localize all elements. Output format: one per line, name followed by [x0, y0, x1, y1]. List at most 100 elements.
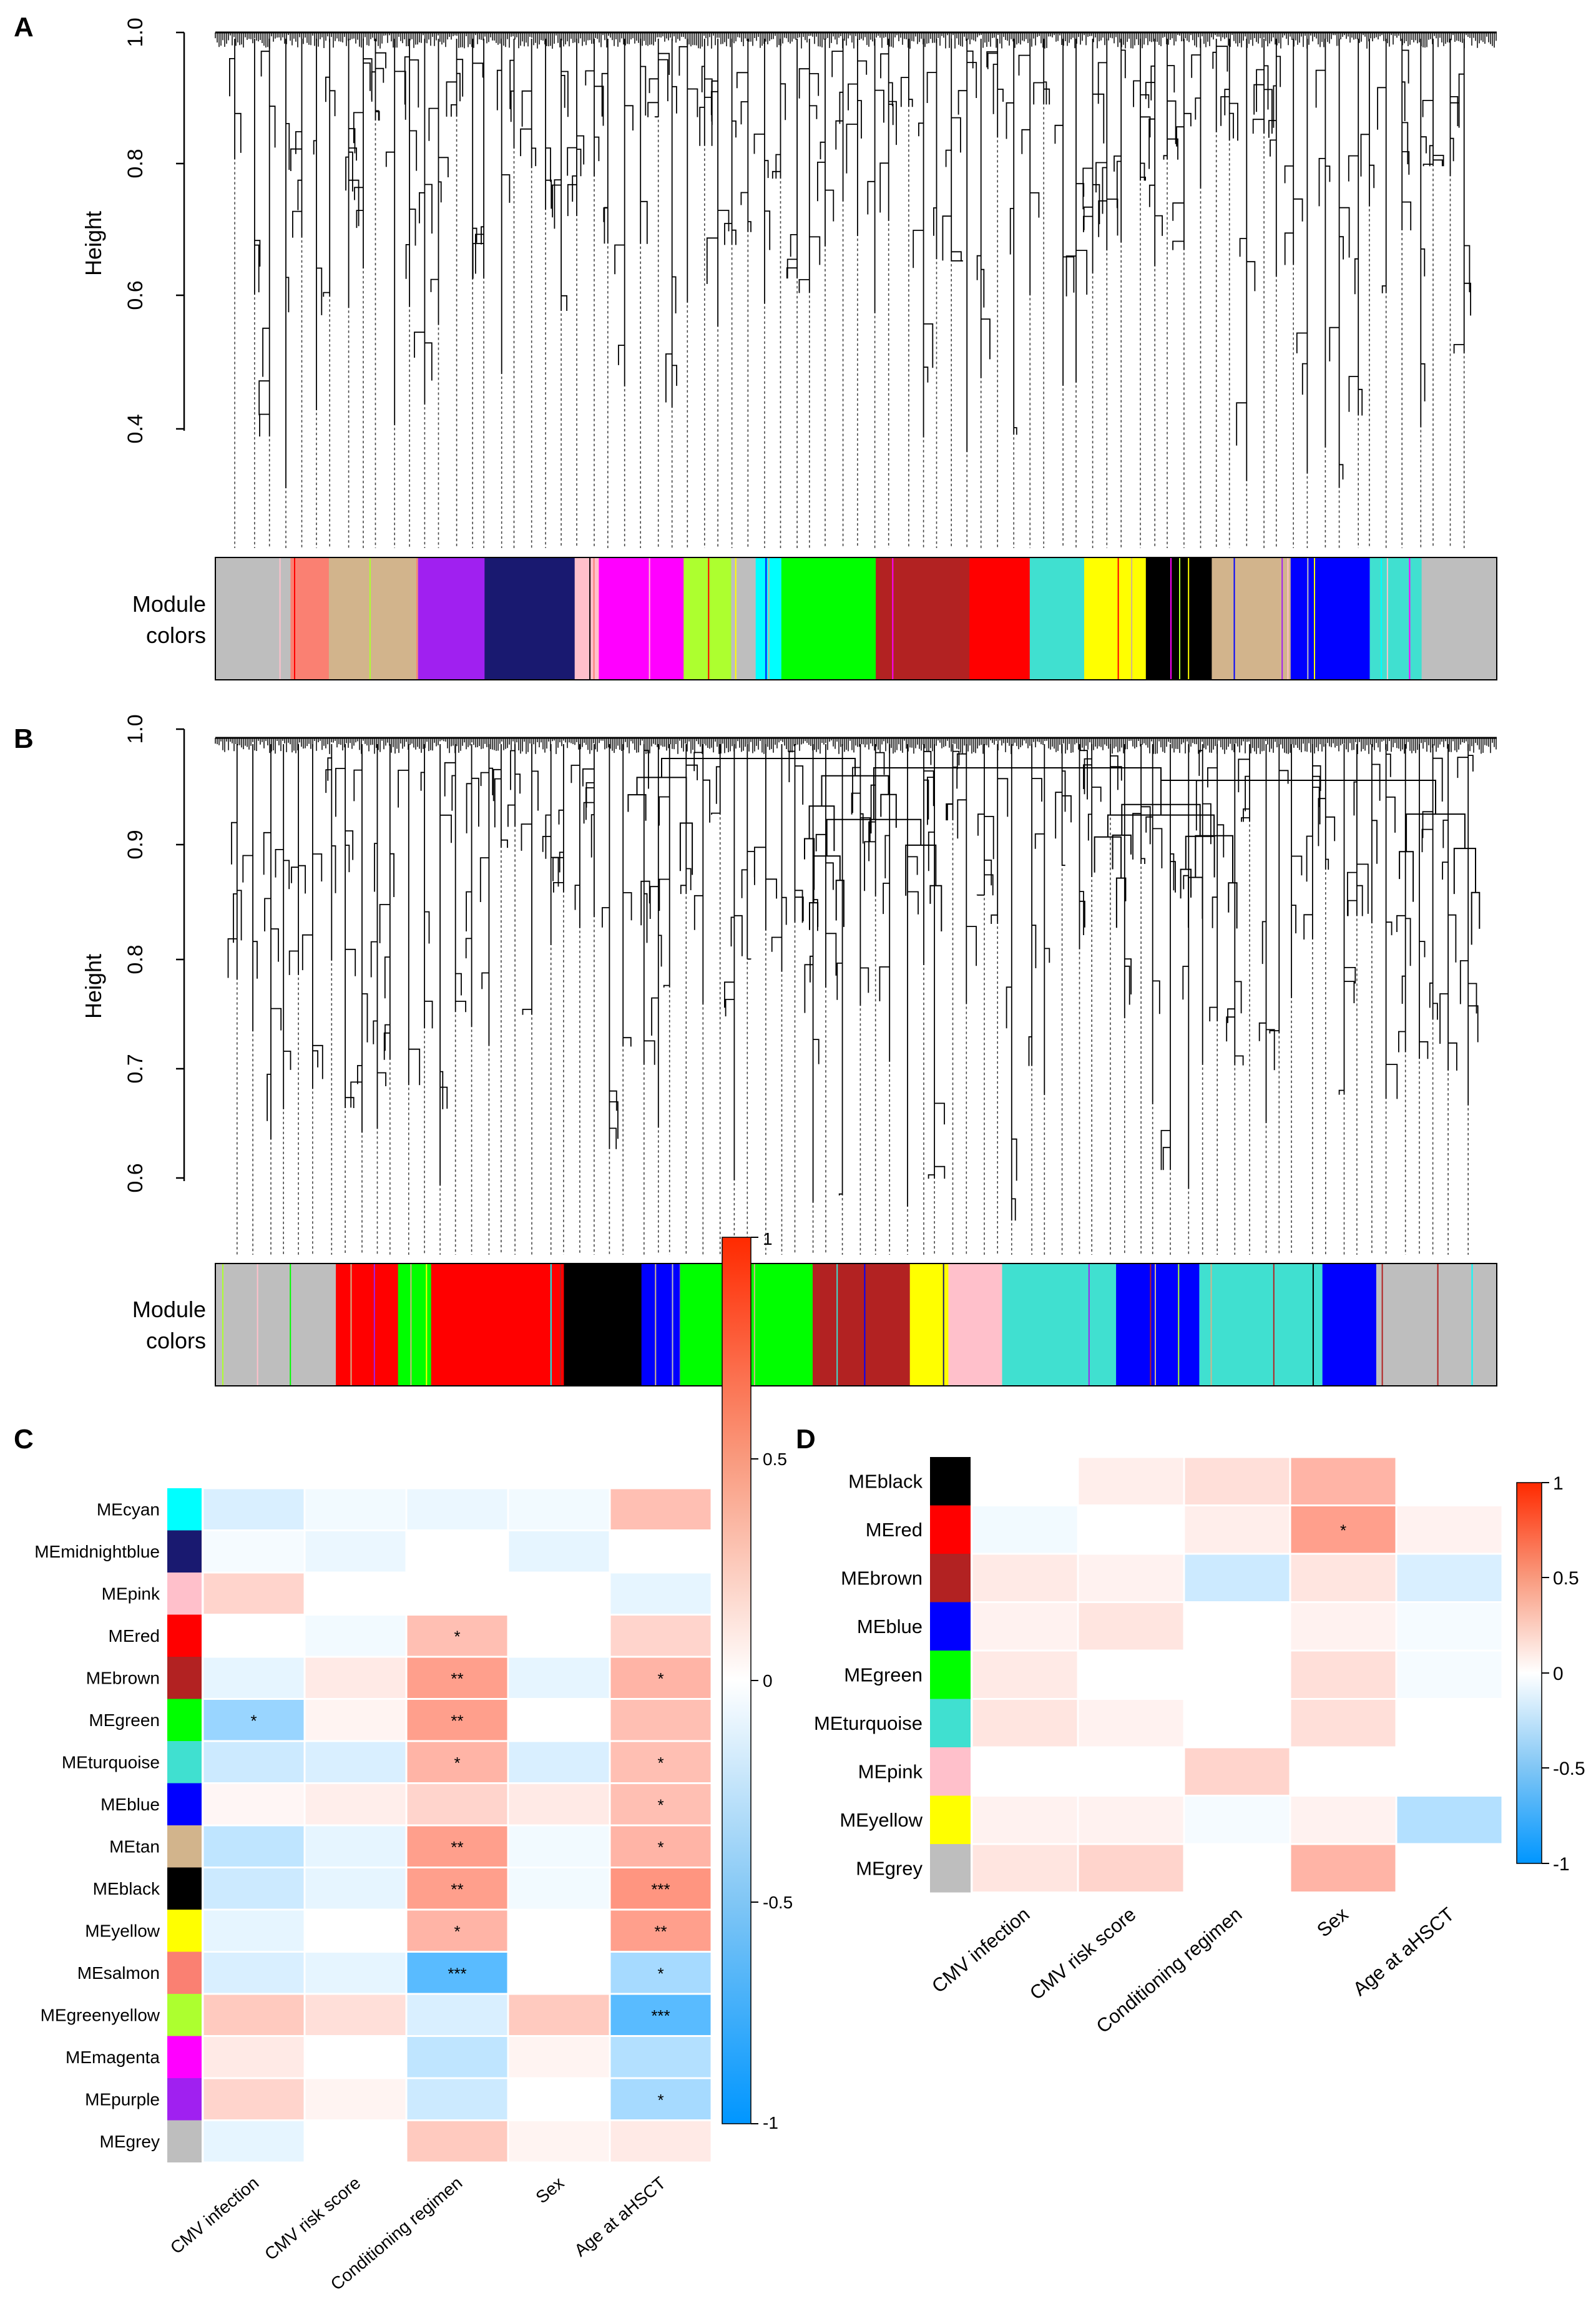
column-label: Sex — [532, 2173, 567, 2207]
heatmap-cell — [202, 1487, 306, 1531]
heatmap-cell — [971, 1843, 1079, 1893]
heatmap-cell — [303, 2077, 408, 2121]
row-label: MEpink — [102, 1584, 160, 1604]
dendrogram-fringe — [215, 738, 1497, 754]
module-color-stripe — [672, 1263, 673, 1386]
heatmap-cell — [507, 1908, 611, 1953]
heatmap-cell — [1077, 1843, 1185, 1893]
heatmap-cell — [1183, 1795, 1291, 1845]
module-color-stripe — [735, 557, 737, 680]
module-color-grey — [1421, 557, 1497, 680]
module-color-stripe — [868, 557, 870, 680]
column-label: Age at aHSCT — [570, 2173, 669, 2260]
row-color-swatch — [167, 2036, 202, 2078]
row-color-swatch — [930, 1602, 971, 1651]
legend-colorbar — [1516, 1482, 1542, 1864]
module-color-midnightblue — [484, 557, 575, 680]
heatmap-cell — [609, 1782, 713, 1827]
heatmap-cell — [202, 1571, 306, 1616]
module-color-turquoise — [1199, 1263, 1323, 1386]
heatmap-cell — [1183, 1843, 1291, 1893]
heatmap-cell — [971, 1504, 1079, 1555]
heatmap-cell — [971, 1601, 1079, 1652]
module-color-grey — [731, 557, 756, 680]
heatmap-cell — [1077, 1553, 1185, 1603]
significance-marker: ** — [451, 1711, 463, 1730]
row-label: MEpink — [858, 1761, 923, 1783]
heatmap-cell — [1289, 1843, 1398, 1893]
heatmap-cell — [405, 2035, 509, 2079]
heatmap-row-MEmidnightblue: MEmidnightblue — [34, 1529, 713, 1574]
heatmap-cell — [971, 1649, 1079, 1700]
heatmap-cell — [405, 1824, 509, 1868]
row-label: MEblack — [93, 1879, 160, 1898]
significance-marker: *** — [651, 2006, 670, 2025]
heatmap-cell — [971, 1553, 1079, 1603]
module-color-stripe — [559, 1263, 561, 1386]
heatmap-cell — [1289, 1456, 1398, 1506]
heatmap-cell — [971, 1746, 1079, 1797]
heatmap-row-MEblue: MEblue — [857, 1601, 1504, 1652]
heatmap-cell — [202, 1951, 306, 1995]
row-color-swatch — [930, 1699, 971, 1747]
row-color-swatch — [167, 2120, 202, 2162]
row-label: MEred — [109, 1626, 160, 1646]
heatmap-cell — [507, 1571, 611, 1616]
heatmap-cell — [507, 1529, 611, 1574]
module-color-stripe — [942, 1263, 944, 1386]
heatmap-cell — [1183, 1746, 1291, 1797]
heatmap-row-MEbrown: MEbrown — [841, 1553, 1504, 1603]
row-color-swatch — [167, 1573, 202, 1615]
heatmap-cell — [405, 1951, 509, 1995]
module-color-stripe — [1178, 1263, 1180, 1386]
heatmap-cell — [202, 1782, 306, 1827]
heatmap-cell — [609, 1614, 713, 1658]
row-color-swatch — [167, 1994, 202, 2036]
module-color-stripe — [1437, 1263, 1439, 1386]
significance-marker: * — [657, 1964, 663, 1983]
legend-tick: -0.5 — [763, 1893, 793, 1912]
heatmap-cell — [202, 1614, 306, 1658]
heatmap-row-MEblue: MEblue * — [100, 1782, 713, 1827]
module-color-stripe — [1287, 557, 1289, 680]
row-color-swatch — [167, 1488, 202, 1531]
module-color-blue — [1322, 1263, 1377, 1386]
module-color-grey — [215, 557, 291, 680]
module-color-stripe — [1314, 557, 1315, 680]
heatmap-cell — [1077, 1649, 1185, 1700]
module-color-green — [781, 557, 876, 680]
heatmap-row-MEpink: MEpink — [102, 1571, 713, 1616]
heatmap-row-MEturquoise: MEturquoise — [814, 1698, 1504, 1749]
heatmap-cell — [1395, 1698, 1504, 1749]
heatmap-cell — [609, 1867, 713, 1911]
heatmap-cell — [1077, 1601, 1185, 1652]
legend-colorbar — [722, 1237, 751, 2124]
significance-marker: * — [657, 1795, 663, 1814]
module-color-stripe — [768, 557, 770, 680]
significance-marker: * — [454, 1754, 460, 1772]
module-color-stripe — [1179, 557, 1180, 680]
module-color-turquoise — [1002, 1263, 1117, 1386]
row-color-swatch — [167, 1699, 202, 1741]
row-label: MEturquoise — [814, 1712, 923, 1734]
significance-marker: * — [657, 1838, 663, 1857]
panel-c: C MEcyan MEmidnightblue MEpink MEred * MEbrow… — [14, 1229, 793, 2294]
heatmap-cell — [202, 1529, 306, 1574]
heatmap-cell — [1289, 1504, 1398, 1555]
heatmap-row-MEgreen: MEgreen * ** — [89, 1698, 713, 1742]
heatmap-cell — [303, 1824, 408, 1868]
heatmap-cell — [1183, 1698, 1291, 1749]
module-color-stripe — [350, 1263, 352, 1386]
module-color-stripe — [708, 557, 710, 680]
heatmap-cell — [507, 1487, 611, 1531]
heatmap-cell — [1289, 1795, 1398, 1845]
heatmap-cell — [303, 1698, 408, 1742]
row-color-swatch — [167, 1614, 202, 1657]
heatmap-cell — [405, 1993, 509, 2037]
module-color-stripe — [649, 557, 650, 680]
heatmap-cell — [1289, 1601, 1398, 1652]
heatmap-cell — [202, 1867, 306, 1911]
heatmap-cell — [303, 1614, 408, 1658]
module-color-tan — [1212, 557, 1291, 680]
heatmap-cell — [609, 1571, 713, 1616]
